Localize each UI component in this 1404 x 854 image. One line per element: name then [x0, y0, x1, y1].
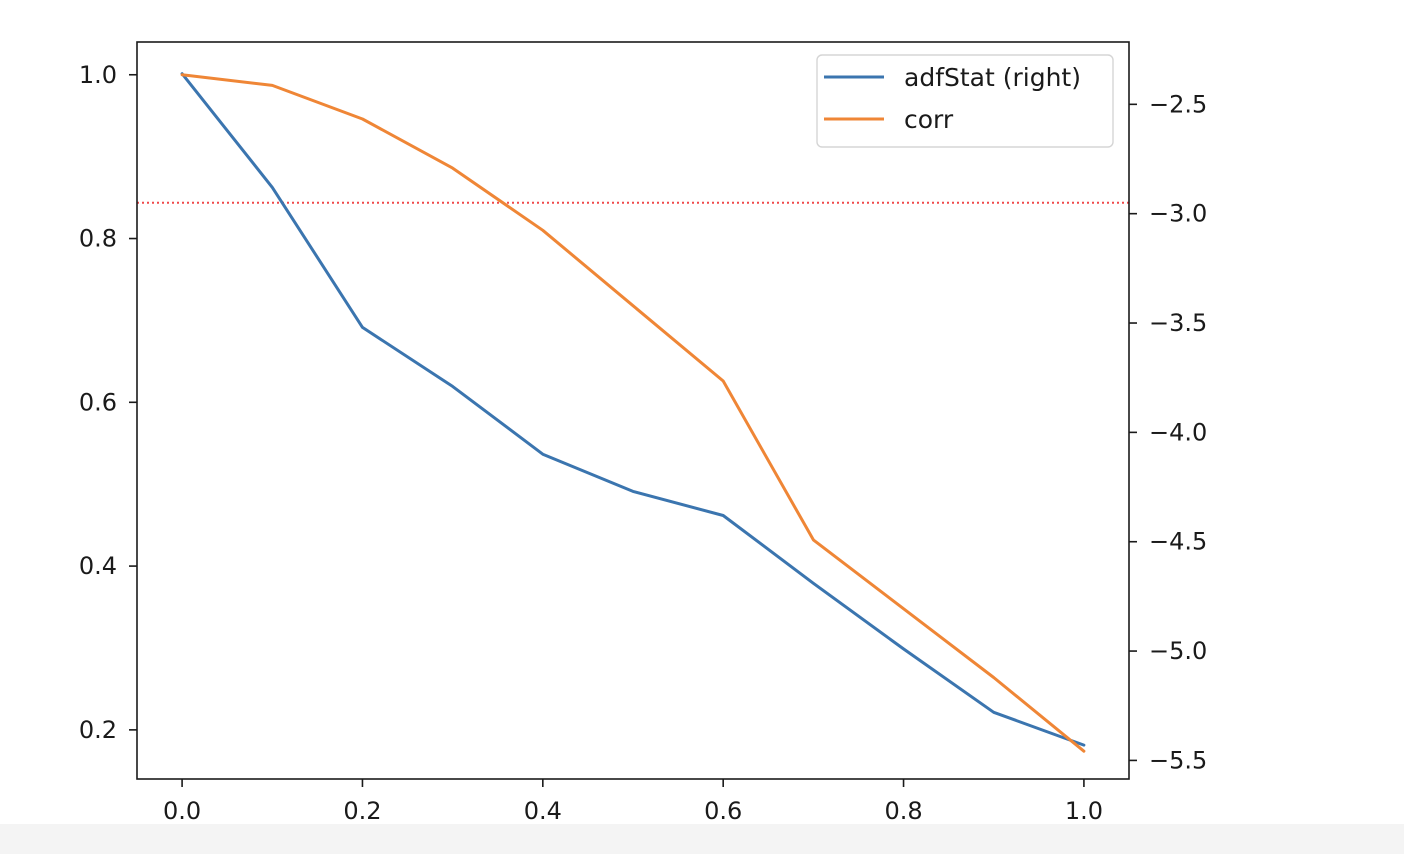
legend-box — [816, 54, 1114, 148]
x-tick-label: 0.8 — [884, 797, 922, 825]
left-y-tick-label: 0.6 — [79, 388, 117, 416]
series-layer — [180, 72, 1086, 753]
right-y-tick-label: −3.5 — [1149, 309, 1207, 337]
x-tick-label: 0.6 — [704, 797, 742, 825]
right-y-tick-label: −5.0 — [1149, 637, 1207, 665]
legend: adfStat (right) corr — [816, 54, 1114, 148]
left-y-tick-label: 0.4 — [79, 552, 117, 580]
right-y-tick-label: −5.5 — [1149, 746, 1207, 774]
window-bottom-bar — [0, 824, 1404, 854]
series-line-corr — [180, 73, 1086, 753]
x-tick-label: 1.0 — [1065, 797, 1103, 825]
right-y-axis: −5.5 −5.0 −4.5 −4.0 −3.5 −3.0 −2.5 — [1129, 90, 1207, 774]
x-axis: 0.0 0.2 0.4 0.6 0.8 1.0 — [163, 779, 1103, 825]
plot-frame — [136, 41, 1130, 780]
left-y-tick-label: 0.2 — [79, 716, 117, 744]
x-tick-label: 0.2 — [343, 797, 381, 825]
right-y-tick-label: −3.0 — [1149, 200, 1207, 228]
right-y-tick-label: −2.5 — [1149, 90, 1207, 118]
x-tick-label: 0.4 — [524, 797, 562, 825]
right-y-tick-label: −4.5 — [1149, 528, 1207, 556]
left-y-tick-label: 0.8 — [79, 225, 117, 253]
left-y-tick-label: 1.0 — [79, 61, 117, 89]
series-line-adfstat — [180, 72, 1086, 747]
legend-label-adfstat: adfStat (right) — [904, 63, 1081, 92]
left-y-axis: 0.2 0.4 0.6 0.8 1.0 — [79, 61, 137, 744]
legend-label-corr: corr — [904, 105, 954, 134]
right-y-tick-label: −4.0 — [1149, 418, 1207, 446]
x-tick-label: 0.0 — [163, 797, 201, 825]
